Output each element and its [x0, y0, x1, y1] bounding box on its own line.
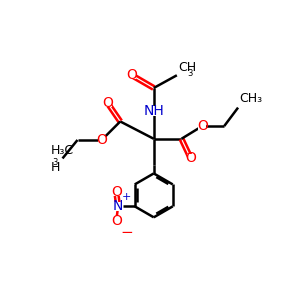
- Text: 3: 3: [187, 69, 193, 78]
- FancyBboxPatch shape: [187, 154, 195, 163]
- Text: 3: 3: [52, 158, 57, 167]
- Text: O: O: [111, 185, 122, 199]
- FancyBboxPatch shape: [98, 136, 106, 144]
- Text: −: −: [120, 225, 133, 240]
- FancyBboxPatch shape: [111, 216, 121, 226]
- Text: NH: NH: [143, 104, 164, 118]
- Text: O: O: [96, 133, 107, 147]
- Text: +: +: [122, 192, 131, 202]
- Text: O: O: [102, 96, 113, 110]
- Text: CH: CH: [178, 61, 196, 74]
- FancyBboxPatch shape: [113, 202, 123, 211]
- Text: H: H: [51, 161, 60, 174]
- FancyBboxPatch shape: [147, 106, 160, 116]
- Text: O: O: [185, 152, 196, 165]
- Text: CH₃: CH₃: [239, 92, 262, 105]
- FancyBboxPatch shape: [198, 122, 206, 130]
- Text: O: O: [197, 119, 208, 133]
- FancyBboxPatch shape: [128, 71, 136, 80]
- FancyBboxPatch shape: [112, 188, 120, 196]
- FancyBboxPatch shape: [103, 99, 112, 107]
- Text: H₃C: H₃C: [51, 144, 74, 157]
- Text: O: O: [111, 214, 122, 228]
- Text: N: N: [113, 200, 123, 213]
- Text: O: O: [126, 68, 137, 82]
